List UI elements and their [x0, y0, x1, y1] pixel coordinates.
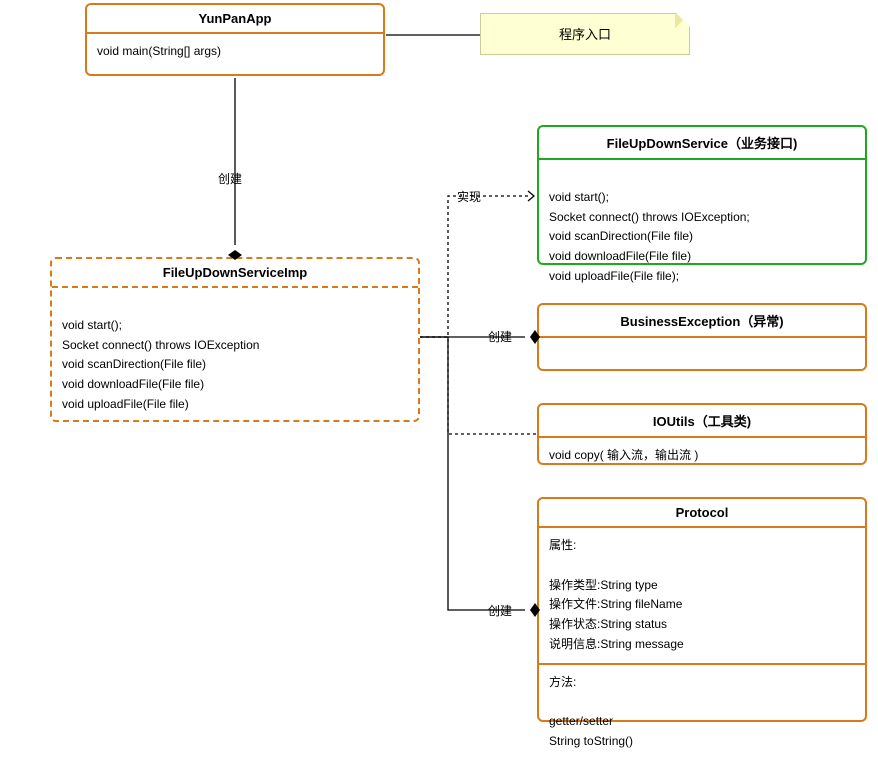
class-title: YunPanApp	[87, 5, 383, 34]
class-title: FileUpDownServiceImp	[52, 259, 418, 288]
class-body-methods: 方法: getter/setter String toString()	[539, 663, 865, 760]
class-title: IOUtils（工具类)	[539, 405, 865, 438]
class-yunpanapp: YunPanApp void main(String[] args)	[85, 3, 385, 76]
class-body	[539, 338, 865, 354]
class-body: void start(); Socket connect() throws IO…	[539, 160, 865, 295]
class-body: void main(String[] args)	[87, 34, 383, 70]
class-ioutils: IOUtils（工具类) void copy( 输入流，输出流 )	[537, 403, 867, 465]
interface-fileupdownservice: FileUpDownService（业务接口) void start(); So…	[537, 125, 867, 265]
edge-label-implement: 实现	[454, 188, 484, 205]
class-fileupdownserviceimp: FileUpDownServiceImp void start(); Socke…	[50, 257, 420, 422]
edge-label-create1: 创建	[215, 170, 245, 187]
entry-note-text: 程序入口	[559, 27, 611, 42]
class-title: FileUpDownService（业务接口)	[539, 127, 865, 160]
class-businessexception: BusinessException（异常)	[537, 303, 867, 371]
class-title: BusinessException（异常)	[539, 305, 865, 338]
class-protocol: Protocol 属性: 操作类型:String type 操作文件:Strin…	[537, 497, 867, 722]
entry-note: 程序入口	[480, 13, 690, 55]
edge-label-create3: 创建	[485, 602, 515, 619]
edge-label-create2: 创建	[485, 328, 515, 345]
class-body-attrs: 属性: 操作类型:String type 操作文件:String fileNam…	[539, 528, 865, 663]
class-body: void copy( 输入流，输出流 )	[539, 438, 865, 474]
class-title: Protocol	[539, 499, 865, 528]
class-body: void start(); Socket connect() throws IO…	[52, 288, 418, 423]
